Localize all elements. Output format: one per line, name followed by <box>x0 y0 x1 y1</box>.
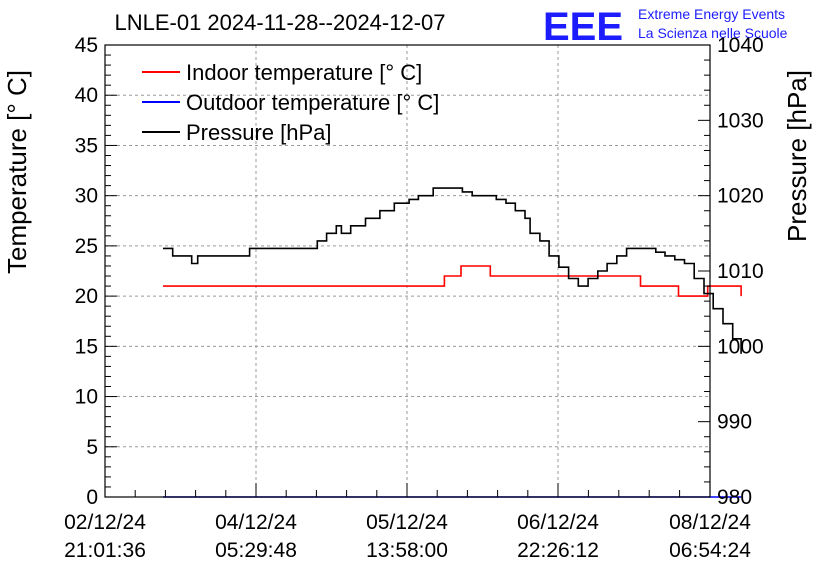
x-tick-label-time: 22:26:12 <box>517 539 599 562</box>
y-tick-label: 25 <box>75 235 98 258</box>
y2-tick-label: 1010 <box>717 260 764 283</box>
x-tick-label-date: 04/12/24 <box>215 511 297 534</box>
y-tick-label: 5 <box>86 436 98 459</box>
grid <box>105 45 710 497</box>
x-tick-label-time: 05:29:48 <box>215 539 297 562</box>
series-layer <box>163 187 742 498</box>
y-tick-label: 40 <box>75 84 98 107</box>
legend: Indoor temperature [° C] Outdoor temperat… <box>142 60 439 145</box>
x-tick-label-time: 06:54:24 <box>669 539 751 562</box>
eee-logo-mark: EEE <box>543 5 623 49</box>
y2-tick-label: 1030 <box>717 109 764 132</box>
logo-line-2: La Scienza nelle Scuole <box>638 25 788 41</box>
y-tick-label: 45 <box>75 34 98 57</box>
x-tick-label-time: 13:58:00 <box>366 539 448 562</box>
y-tick-label: 15 <box>75 335 98 358</box>
y-tick-label: 35 <box>75 134 98 157</box>
y-tick-label: 10 <box>75 386 98 409</box>
logo-line-1: Extreme Energy Events <box>638 6 785 22</box>
legend-label: Pressure [hPa] <box>186 120 332 145</box>
y2-tick-label: 980 <box>717 486 752 509</box>
y-tick-label: 20 <box>75 285 98 308</box>
ticks: 0 5 10 15 20 25 30 35 40 45 980 990 1000 1010 1020 1030… <box>64 34 764 562</box>
y-tick-label: 30 <box>75 185 98 208</box>
legend-label: Outdoor temperature [° C] <box>186 90 439 115</box>
y2-tick-label: 1000 <box>717 335 764 358</box>
x-tick-label-date: 08/12/24 <box>669 511 751 534</box>
chart-title: LNLE-01 2024-11-28--2024-12-07 <box>114 10 445 35</box>
x-tick-label-time: 21:01:36 <box>64 539 146 562</box>
x-tick-label-date: 02/12/24 <box>64 511 146 534</box>
y-tick-label: 0 <box>86 486 98 509</box>
series-line-pressure <box>163 187 742 354</box>
y-axis-title: Temperature [° C] <box>2 70 32 274</box>
y2-axis-title: Pressure [hPa] <box>782 70 812 242</box>
y2-tick-label: 1040 <box>717 34 764 57</box>
x-tick-label-date: 06/12/24 <box>517 511 599 534</box>
x-tick-label-date: 05/12/24 <box>366 511 448 534</box>
y2-tick-label: 990 <box>717 411 752 434</box>
series-line-indoor-temperature <box>163 265 742 297</box>
eee-logo: EEE Extreme Energy Events La Scienza nel… <box>543 5 788 49</box>
y2-tick-label: 1020 <box>717 185 764 208</box>
legend-label: Indoor temperature [° C] <box>186 60 422 85</box>
